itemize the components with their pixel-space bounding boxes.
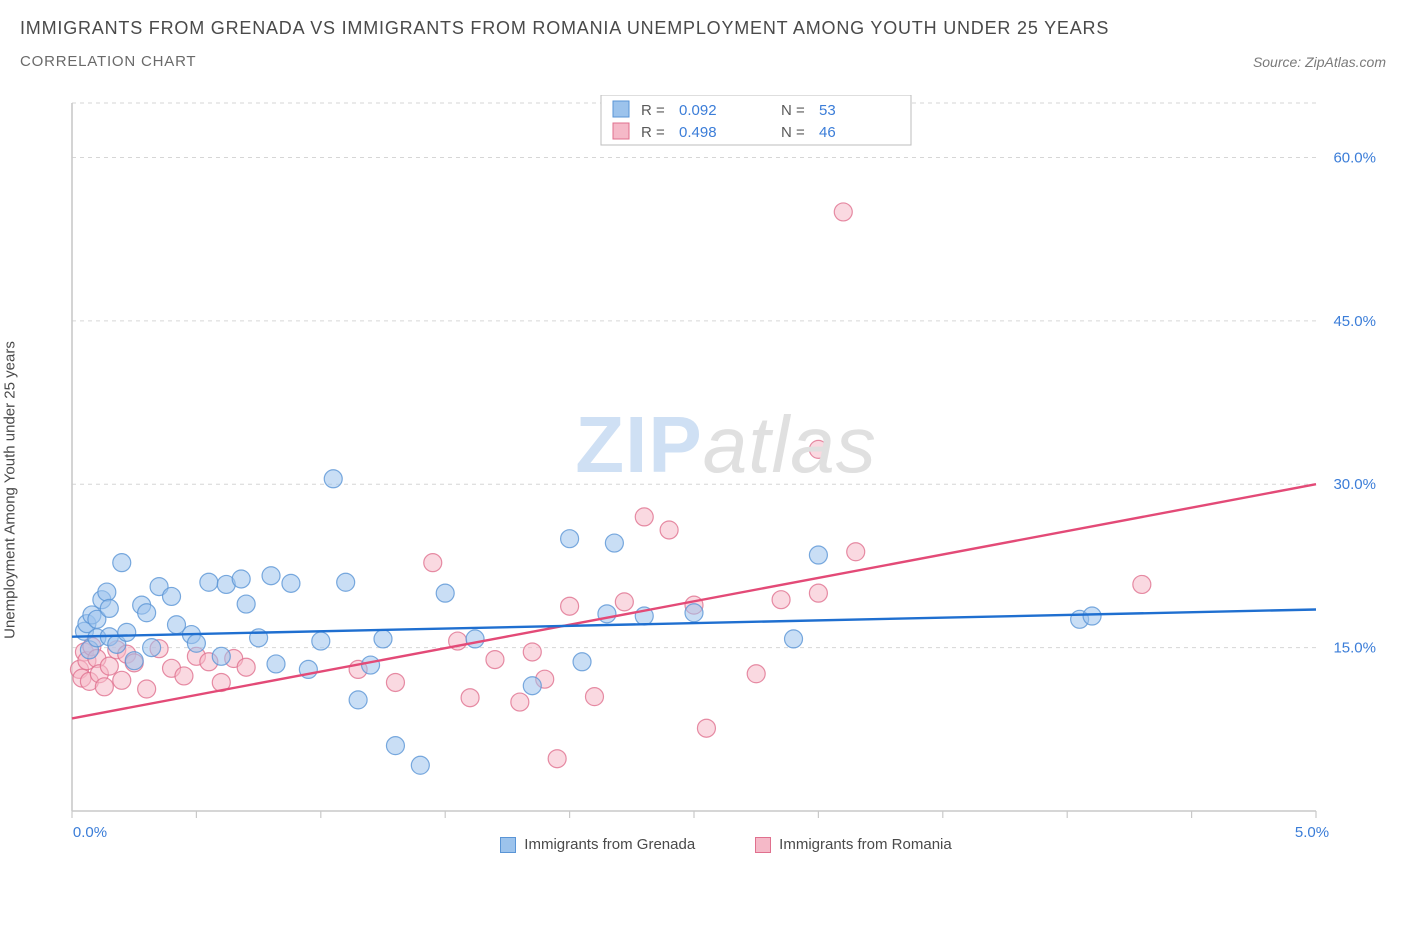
legend-swatch-romania (755, 837, 771, 853)
svg-text:R =: R = (641, 124, 665, 141)
svg-text:N =: N = (781, 124, 805, 141)
svg-text:0.498: 0.498 (679, 124, 717, 141)
bottom-legend: Immigrants from Grenada Immigrants from … (66, 836, 1386, 853)
scatter-plot-svg: 15.0%30.0%45.0%60.0%0.0%5.0%R =0.092N =5… (66, 95, 1386, 855)
chart-area: Unemployment Among Youth under 25 years … (20, 95, 1386, 885)
source-name: ZipAtlas.com (1305, 54, 1386, 70)
source-label: Source: (1253, 54, 1305, 70)
svg-text:N =: N = (781, 102, 805, 119)
source-attribution: Source: ZipAtlas.com (1253, 54, 1386, 70)
svg-text:60.0%: 60.0% (1333, 149, 1376, 166)
legend-swatch-grenada (500, 837, 516, 853)
plot-region: 15.0%30.0%45.0%60.0%0.0%5.0%R =0.092N =5… (66, 95, 1386, 855)
chart-subtitle: CORRELATION CHART (20, 53, 196, 70)
svg-text:0.092: 0.092 (679, 102, 717, 119)
chart-header: IMMIGRANTS FROM GRENADA VS IMMIGRANTS FR… (0, 0, 1406, 76)
svg-text:53: 53 (819, 102, 836, 119)
chart-title: IMMIGRANTS FROM GRENADA VS IMMIGRANTS FR… (20, 18, 1386, 39)
svg-text:R =: R = (641, 102, 665, 119)
legend-label-romania: Immigrants from Romania (779, 836, 952, 853)
legend-item-romania: Immigrants from Romania (755, 836, 952, 853)
svg-text:45.0%: 45.0% (1333, 313, 1376, 330)
y-axis-label: Unemployment Among Youth under 25 years (2, 341, 19, 639)
svg-text:46: 46 (819, 124, 836, 141)
legend-label-grenada: Immigrants from Grenada (524, 836, 695, 853)
legend-item-grenada: Immigrants from Grenada (500, 836, 695, 853)
svg-text:30.0%: 30.0% (1333, 476, 1376, 493)
svg-text:15.0%: 15.0% (1333, 640, 1376, 657)
